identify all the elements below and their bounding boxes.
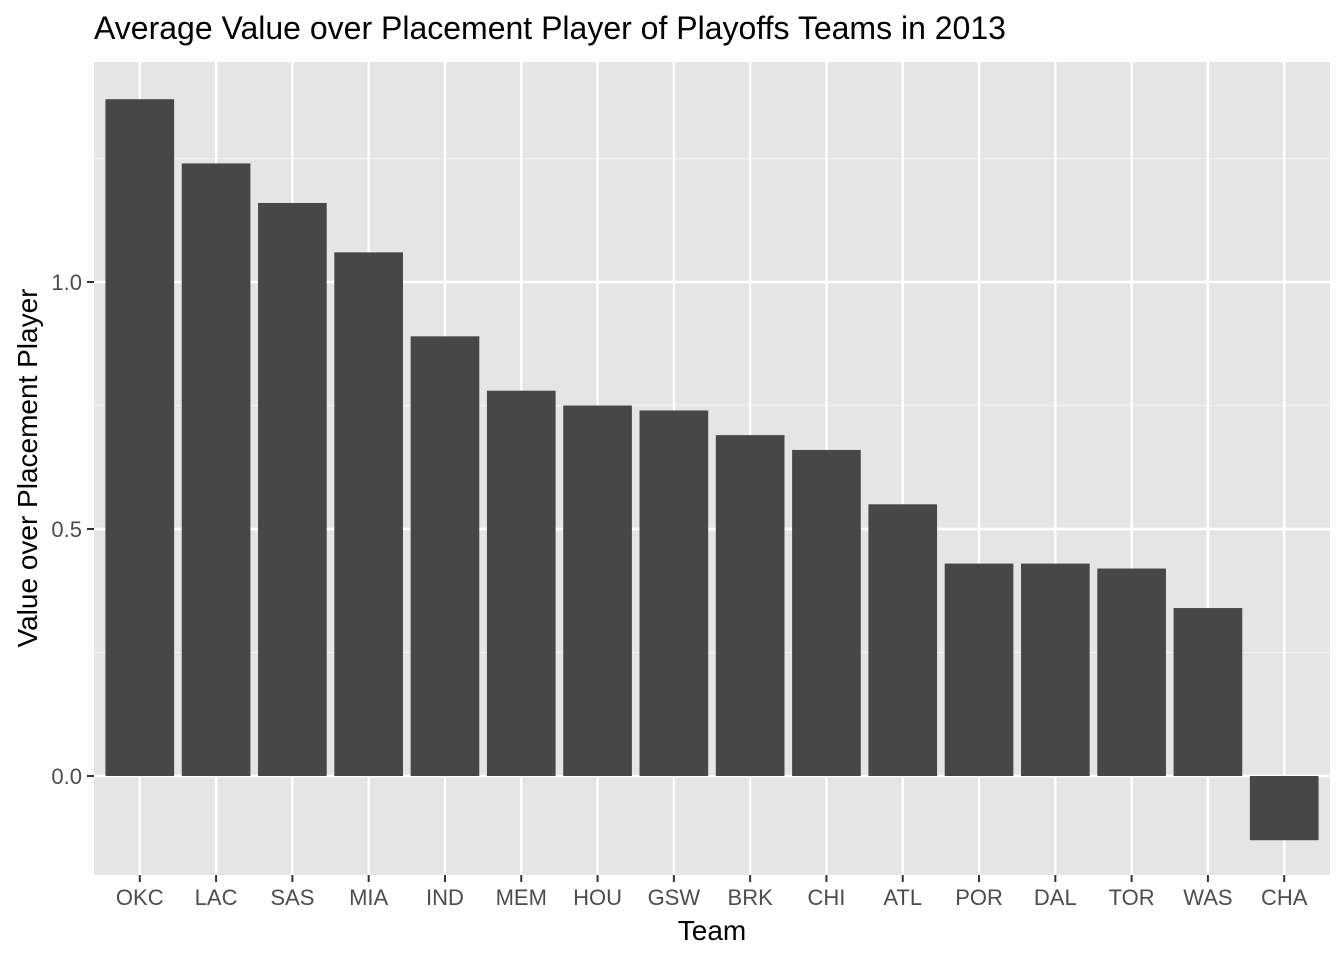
x-tick-label-ind: IND — [426, 885, 464, 910]
x-tick-label-dal: DAL — [1034, 885, 1077, 910]
y-tick-label-2: 1.0 — [51, 270, 82, 295]
x-tick-label-hou: HOU — [573, 885, 622, 910]
bar-dal — [1021, 563, 1090, 776]
bars — [105, 99, 1319, 841]
x-axis-title: Team — [678, 915, 746, 946]
x-tick-label-chi: CHI — [807, 885, 845, 910]
y-tick-label-0: 0.0 — [51, 764, 82, 789]
bar-sas — [258, 202, 327, 776]
x-tick-label-mia: MIA — [349, 885, 388, 910]
bar-chi — [792, 449, 861, 776]
bar-cha — [1249, 776, 1319, 841]
y-tick-label-1: 0.5 — [51, 517, 82, 542]
chart-title: Average Value over Placement Player of P… — [94, 10, 1006, 46]
bar-gsw — [639, 410, 709, 776]
x-tick-label-mem: MEM — [496, 885, 547, 910]
bar-por — [944, 563, 1014, 776]
bar-ind — [410, 336, 480, 776]
x-axis-ticks: OKC LAC SAS MIA IND MEM HOU GSW BRK CHI ATL POR DAL T… — [116, 875, 1308, 910]
x-tick-label-gsw: GSW — [648, 885, 701, 910]
y-axis-ticks: 0.0 0.5 1.0 — [51, 270, 94, 789]
x-tick-label-was: WAS — [1183, 885, 1232, 910]
bar-was — [1173, 608, 1243, 776]
bar-brk — [715, 435, 785, 776]
x-tick-label-por: POR — [955, 885, 1003, 910]
bar-tor — [1097, 568, 1166, 776]
x-tick-label-sas: SAS — [270, 885, 314, 910]
y-axis-title: Value over Placement Player — [12, 289, 43, 648]
x-tick-label-brk: BRK — [728, 885, 774, 910]
x-tick-label-cha: CHA — [1261, 885, 1308, 910]
bar-mia — [334, 252, 403, 777]
bar-mem — [486, 390, 556, 776]
bar-okc — [105, 99, 175, 777]
bar-atl — [868, 504, 938, 776]
x-tick-label-tor: TOR — [1109, 885, 1155, 910]
x-tick-label-atl: ATL — [883, 885, 922, 910]
bar-hou — [563, 405, 632, 776]
x-tick-label-lac: LAC — [195, 885, 238, 910]
bar-lac — [181, 163, 251, 776]
x-tick-label-okc: OKC — [116, 885, 164, 910]
